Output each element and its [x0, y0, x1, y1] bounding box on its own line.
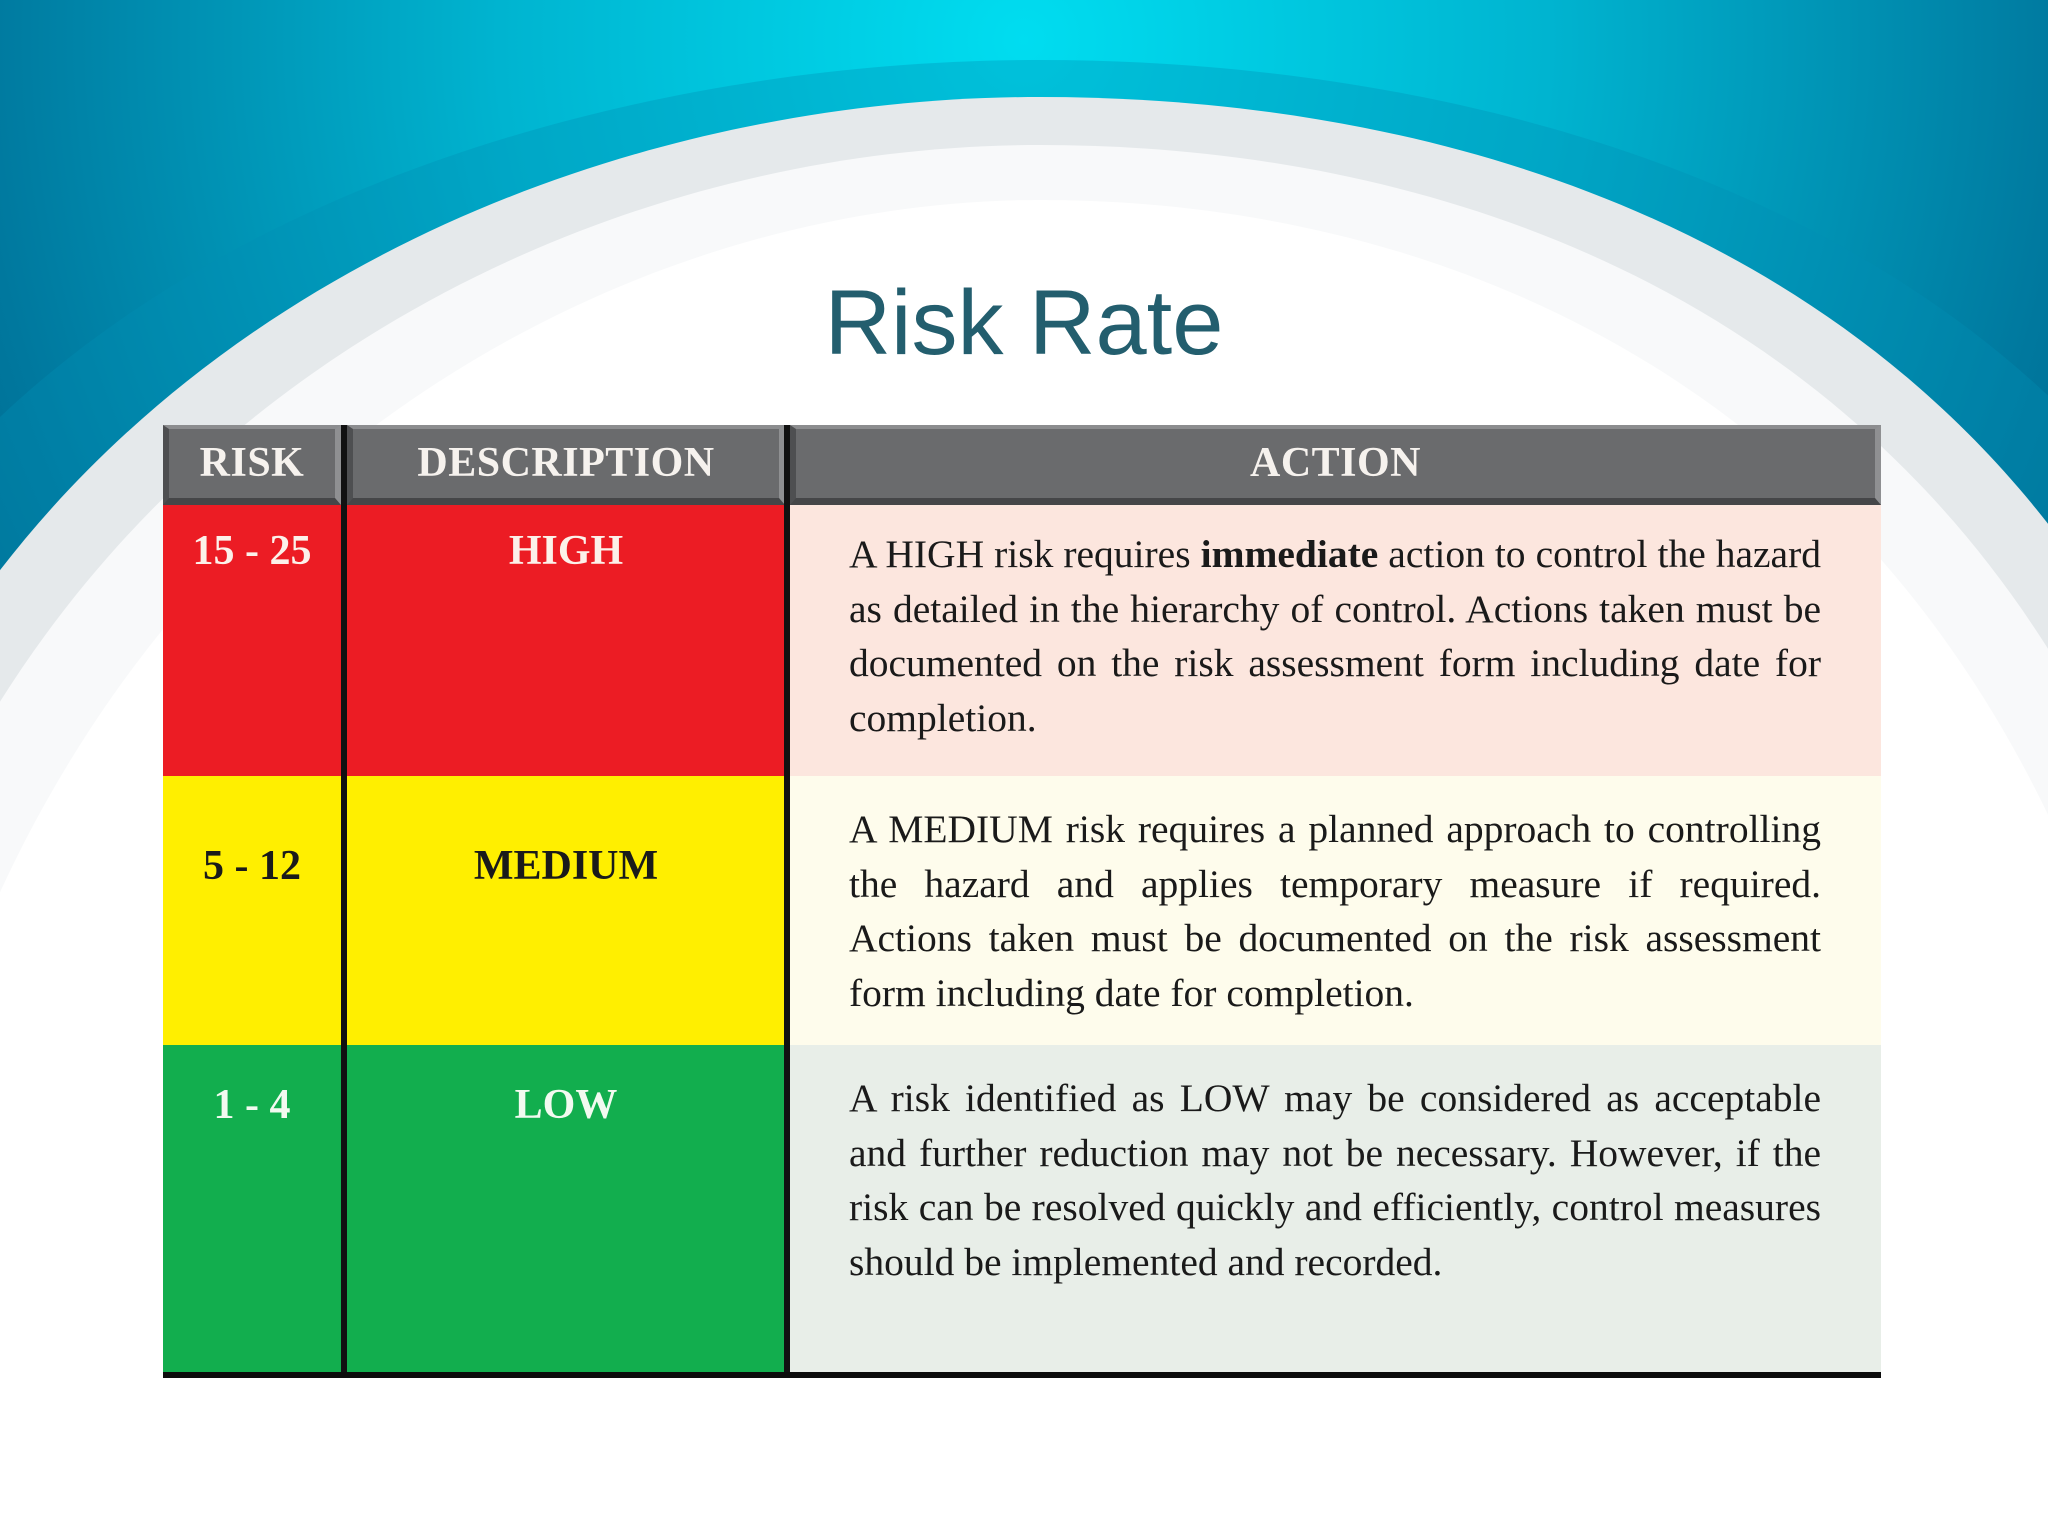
action-medium: A MEDIUM risk requires a planned approac… [790, 776, 1881, 1045]
description-high: HIGH [347, 505, 785, 776]
action-low: A risk identified as LOW may be consider… [790, 1045, 1881, 1372]
slide-title: Risk Rate [824, 272, 1224, 374]
header-action: ACTION [790, 425, 1881, 505]
risk-range-high: 15 - 25 [163, 505, 341, 776]
table-bottom-border [163, 1372, 1881, 1378]
description-low: LOW [347, 1045, 785, 1372]
description-medium: MEDIUM [347, 776, 785, 1045]
header-description: DESCRIPTION [347, 425, 785, 505]
risk-range-low: 1 - 4 [163, 1045, 341, 1372]
column-divider-risk [341, 425, 347, 1373]
action-high: A HIGH risk requires immediate action to… [790, 505, 1881, 776]
emphasis-immediate: immediate [1200, 532, 1379, 576]
column-divider-description [784, 425, 790, 1373]
risk-range-medium: 5 - 12 [163, 776, 341, 1045]
header-risk: RISK [163, 425, 341, 505]
risk-rate-table: RISK DESCRIPTION ACTION 15 - 25 HIGH A H… [163, 425, 1881, 1378]
